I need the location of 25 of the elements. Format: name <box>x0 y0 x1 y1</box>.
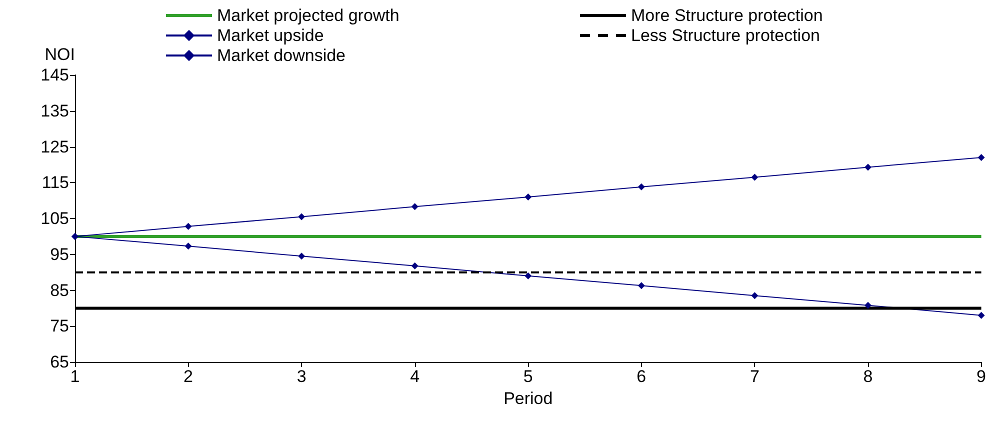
x-tick-label: 1 <box>70 367 80 386</box>
x-axis-title: Period <box>504 388 553 408</box>
y-tick-label: 105 <box>40 209 69 228</box>
legend-label: Market projected growth <box>217 6 400 25</box>
x-tick-label: 3 <box>296 367 306 386</box>
x-tick-label: 8 <box>863 367 873 386</box>
y-tick-label: 95 <box>50 244 69 264</box>
y-tick-label: 85 <box>50 280 69 300</box>
y-tick-label: 135 <box>40 101 69 120</box>
y-tick-label: 145 <box>40 66 69 84</box>
y-tick-label: 75 <box>50 316 69 336</box>
y-axis-title: NOI <box>44 45 75 64</box>
x-tick-label: 7 <box>750 367 760 386</box>
legend-label: Market downside <box>217 46 346 65</box>
y-tick-label: 125 <box>40 137 69 156</box>
y-tick-label: 115 <box>42 173 69 192</box>
x-tick-label: 9 <box>976 367 986 386</box>
x-tick-label: 2 <box>184 367 194 386</box>
legend-label: Less Structure protection <box>631 26 820 45</box>
y-tick-label: 65 <box>50 352 69 372</box>
x-tick-label: 5 <box>523 367 533 386</box>
x-tick-label: 4 <box>410 367 420 386</box>
legend-label: More Structure protection <box>631 6 823 25</box>
legend-label: Market upside <box>217 26 324 45</box>
x-tick-label: 6 <box>636 367 646 386</box>
